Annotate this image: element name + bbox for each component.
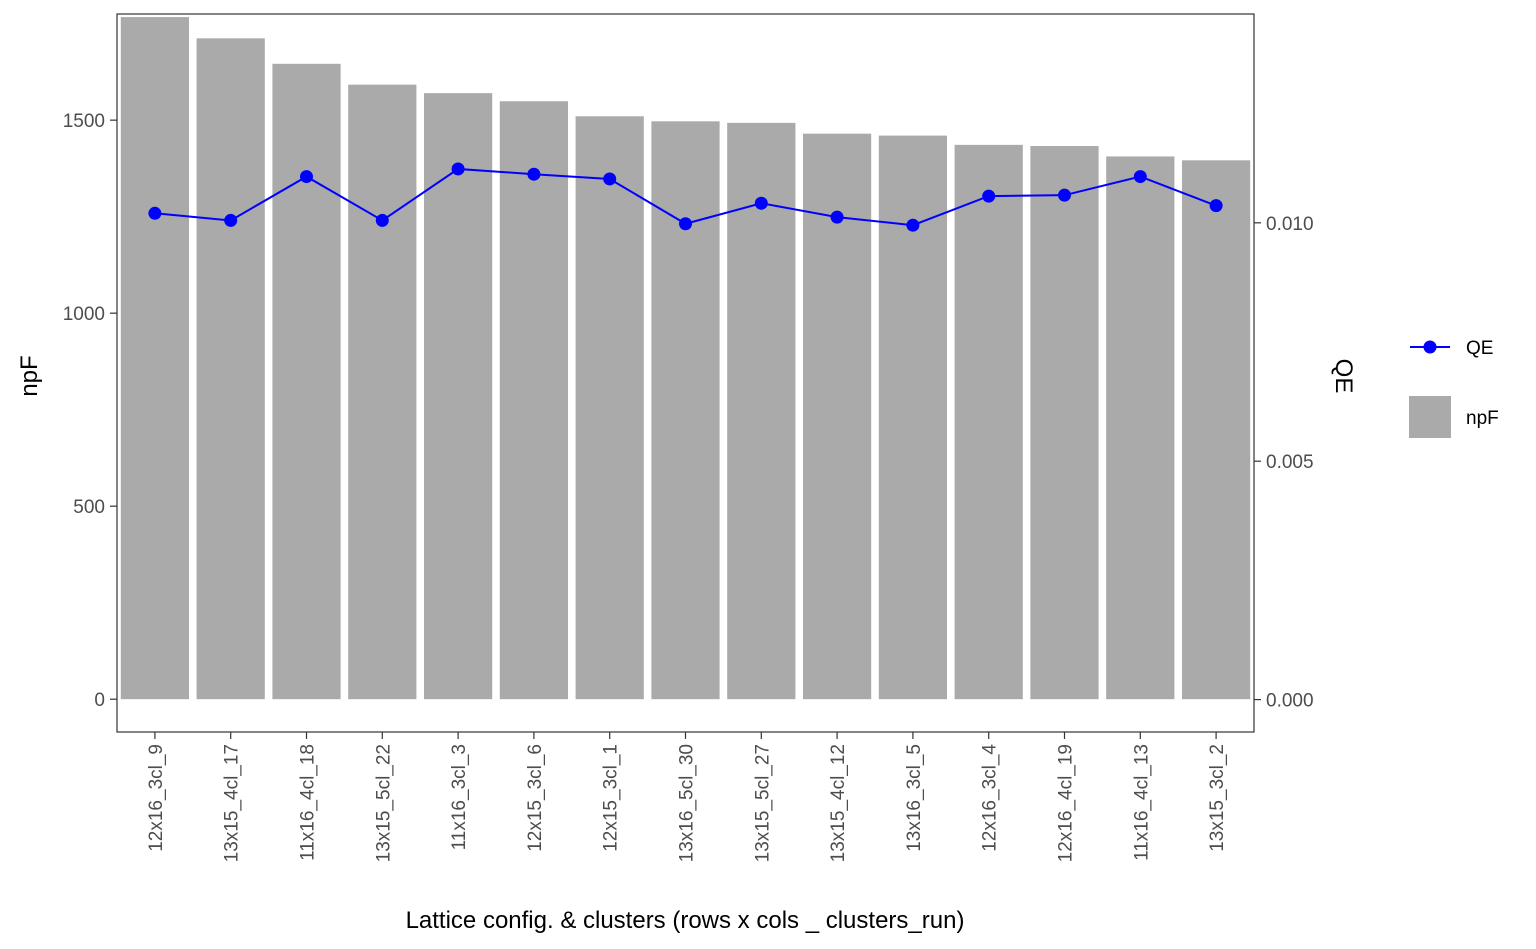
y-tick-label-0: 0: [94, 690, 105, 711]
qe-point-11x16_4cl_18: [300, 170, 313, 184]
bar-11x16_4cl_13: [1106, 156, 1175, 700]
x-tick-label-12x16_3cl_9: 12x16_3cl_9: [146, 744, 167, 852]
legend-label-npf: npF: [1466, 408, 1499, 429]
x-axis: 12x16_3cl_9 13x15_4cl_17 11x16_4cl_18 13x15…: [146, 732, 1228, 862]
bar-12x15_3cl_6: [499, 101, 569, 700]
legend-qe-marker: [1423, 340, 1437, 354]
x-tick-label-12x16_4cl_19: 12x16_4cl_19: [1056, 744, 1077, 862]
y2-axis-title: QE: [1330, 359, 1357, 394]
legend-label-qe: QE: [1466, 338, 1493, 359]
legend: QE npF: [1409, 338, 1499, 438]
qe-point-12x16_3cl_9: [148, 206, 162, 220]
qe-point-12x16_4cl_19: [1058, 188, 1071, 202]
bar-12x15_3cl_1: [575, 116, 644, 700]
y-tick-label-500: 500: [73, 497, 105, 518]
x-tick-label-11x16_4cl_18: 11x16_4cl_18: [298, 744, 319, 861]
qe-point-13x15_3cl_2: [1209, 199, 1223, 213]
x-tick-label-13x15_5cl_22: 13x15_5cl_22: [373, 744, 394, 862]
y2-tick-label-0: 0.000: [1266, 691, 1314, 712]
y2-tick-label-0.005: 0.005: [1266, 452, 1314, 473]
y-axis-right: 0.000 0.005 0.010: [1254, 214, 1314, 712]
qe-point-11x16_4cl_13: [1133, 170, 1147, 184]
y-tick-label-1500: 1500: [63, 111, 105, 132]
bar-13x15_3cl_2: [1181, 160, 1251, 700]
x-axis-title: Lattice config. & clusters (rows x cols …: [406, 907, 965, 934]
qe-point-12x15_3cl_6: [527, 167, 541, 181]
qe-point-13x15_4cl_17: [224, 213, 238, 227]
x-tick-label-12x16_3cl_4: 12x16_3cl_4: [980, 744, 1001, 852]
y-axis-title: npF: [16, 355, 43, 396]
y-axis-left: 0 500 1000 1500: [63, 111, 117, 711]
qe-point-13x15_4cl_12: [830, 210, 844, 224]
bar-11x16_4cl_18: [272, 63, 341, 700]
qe-point-13x16_3cl_5: [906, 218, 920, 232]
bar-13x15_5cl_27: [727, 122, 796, 700]
bar-11x16_3cl_3: [423, 93, 493, 700]
bar-13x15_4cl_12: [802, 133, 872, 700]
qe-line-layer: [148, 162, 1223, 232]
qe-point-13x15_5cl_22: [375, 213, 389, 227]
x-tick-label-13x15_5cl_27: 13x15_5cl_27: [752, 744, 773, 862]
qe-point-12x16_3cl_4: [982, 189, 996, 203]
bar-12x16_3cl_4: [954, 144, 1023, 700]
x-tick-label-11x16_4cl_13: 11x16_4cl_13: [1131, 744, 1152, 861]
y2-tick-label-0.01: 0.010: [1266, 214, 1314, 235]
y-tick-label-1000: 1000: [63, 304, 105, 325]
bar-13x16_5cl_30: [651, 121, 720, 700]
bars-layer: [120, 17, 1251, 700]
x-tick-label-13x16_3cl_5: 13x16_3cl_5: [904, 744, 925, 852]
bar-13x15_4cl_17: [196, 38, 265, 700]
x-tick-label-13x15_4cl_12: 13x15_4cl_12: [828, 744, 849, 862]
qe-point-13x16_5cl_30: [679, 217, 692, 231]
x-tick-label-13x16_5cl_30: 13x16_5cl_30: [677, 744, 698, 862]
bar-13x15_5cl_22: [348, 84, 417, 700]
bar-12x16_4cl_19: [1030, 146, 1099, 700]
x-tick-label-12x15_3cl_1: 12x15_3cl_1: [601, 744, 622, 852]
qe-point-12x15_3cl_1: [603, 172, 617, 186]
x-tick-label-11x16_3cl_3: 11x16_3cl_3: [449, 744, 470, 850]
x-tick-label-13x15_3cl_2: 13x15_3cl_2: [1207, 744, 1228, 852]
bar-12x16_3cl_9: [120, 17, 190, 700]
x-tick-label-13x15_4cl_17: 13x15_4cl_17: [222, 744, 243, 862]
legend-npf-swatch: [1409, 396, 1451, 438]
qe-point-11x16_3cl_3: [451, 162, 465, 176]
qe-point-13x15_5cl_27: [754, 196, 768, 210]
x-tick-label-12x15_3cl_6: 12x15_3cl_6: [525, 744, 546, 852]
